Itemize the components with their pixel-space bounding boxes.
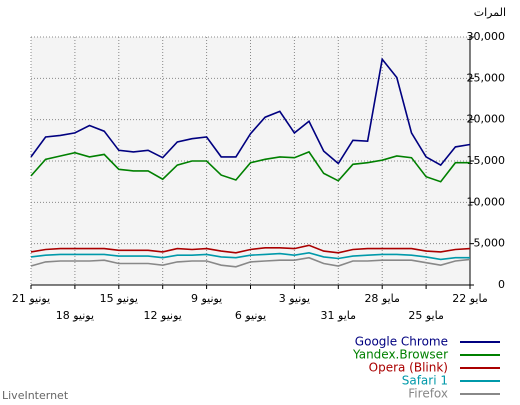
x-tick-label: 22 مايو bbox=[452, 292, 488, 305]
x-tick-label: 18 يونيو bbox=[56, 309, 94, 322]
series-line bbox=[30, 256, 471, 268]
y-tick-label: 25,000 bbox=[467, 71, 506, 84]
series-line bbox=[30, 150, 470, 183]
legend-label: Safari 1 bbox=[402, 374, 448, 388]
legend-label: Google Chrome bbox=[355, 335, 448, 349]
x-tick-label: 31 مايو bbox=[321, 309, 357, 322]
legend-label: Opera (Blink) bbox=[369, 361, 448, 375]
y-tick-label: 10,000 bbox=[467, 195, 506, 208]
series-line bbox=[30, 57, 471, 167]
footer: LiveInternet bbox=[2, 389, 69, 402]
y-tick-label: 0 bbox=[498, 278, 505, 291]
y-tick-label: 20,000 bbox=[467, 113, 506, 126]
x-tick-label: 3 يونيو bbox=[279, 292, 310, 305]
y-tick-label: 15,000 bbox=[467, 154, 506, 167]
x-tick-label: 12 يونيو bbox=[144, 309, 182, 322]
y-axis-label: المرات bbox=[474, 6, 506, 19]
x-tick-label: 21 يونيو bbox=[12, 292, 50, 305]
x-tick-label: 25 مايو bbox=[408, 309, 444, 322]
series-line bbox=[30, 251, 470, 261]
x-tick-label: 9 يونيو bbox=[191, 292, 222, 305]
legend-label: Firefox bbox=[408, 387, 448, 401]
y-tick-label: 5,000 bbox=[474, 237, 506, 250]
y-tick-label: 30,000 bbox=[467, 30, 506, 43]
series-line bbox=[30, 244, 471, 254]
x-tick-label: 15 يونيو bbox=[100, 292, 138, 305]
legend-label: Yandex.Browser bbox=[352, 348, 448, 362]
x-tick-label: 6 يونيو bbox=[235, 309, 266, 322]
x-tick-label: 28 مايو bbox=[364, 292, 400, 305]
